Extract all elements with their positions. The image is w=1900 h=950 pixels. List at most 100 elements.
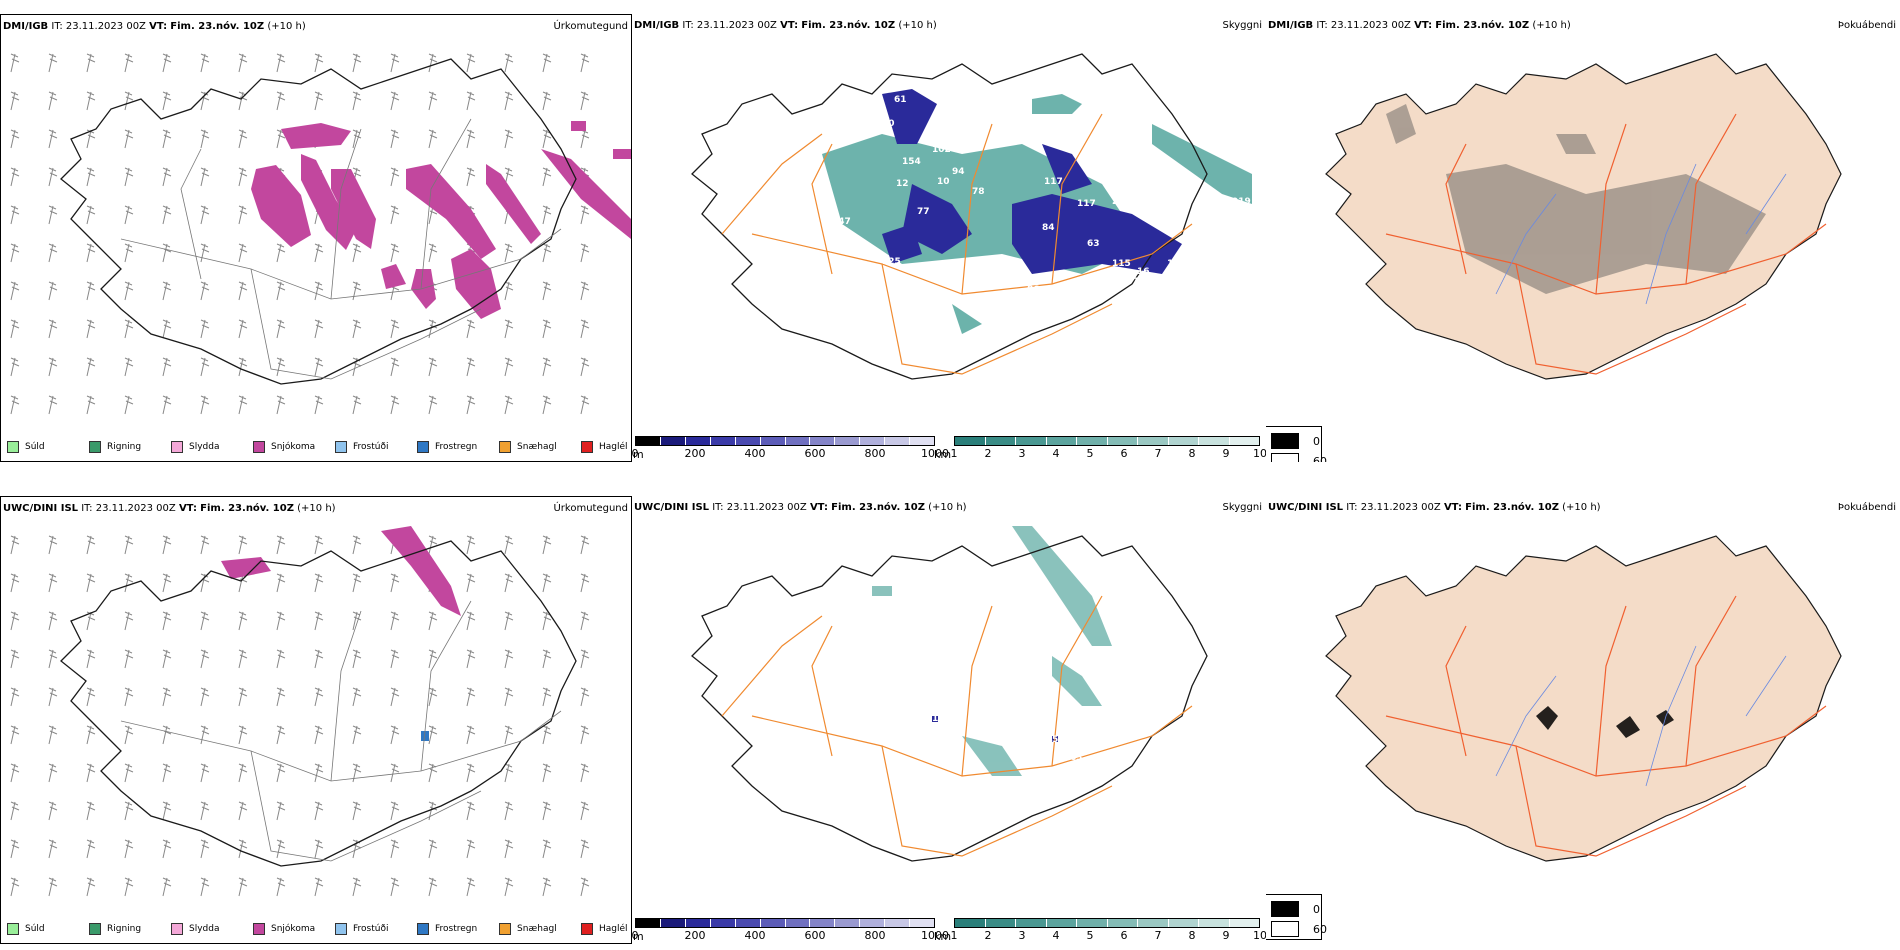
wind-barb bbox=[504, 319, 514, 339]
wind-barb bbox=[48, 801, 58, 821]
legend-swatch bbox=[335, 923, 347, 935]
wind-barb bbox=[542, 687, 552, 707]
wind-barb bbox=[352, 763, 362, 783]
wind-barb bbox=[466, 611, 476, 631]
wind-barb bbox=[200, 167, 210, 187]
wind-barb bbox=[428, 687, 438, 707]
wind-barb bbox=[162, 319, 172, 339]
cloud-panel-uwc: UWC/DINI ISL IT: 23.11.2023 00Z VT: Fim.… bbox=[632, 496, 1266, 944]
wind-barb bbox=[466, 395, 476, 415]
wind-barb bbox=[86, 877, 96, 897]
wind-barb bbox=[314, 839, 324, 859]
legend-item: Haglél bbox=[581, 923, 631, 935]
legend-item: Rigning bbox=[89, 923, 171, 935]
wind-barb bbox=[276, 281, 286, 301]
ceiling-label: 142 bbox=[892, 283, 911, 293]
wind-barb bbox=[466, 763, 476, 783]
wind-barb bbox=[428, 319, 438, 339]
rivers bbox=[1495, 163, 1787, 305]
wind-barb bbox=[48, 877, 58, 897]
wind-barb bbox=[314, 395, 324, 415]
wind-barb bbox=[428, 91, 438, 111]
wind-barb bbox=[580, 243, 590, 263]
wind-barb bbox=[276, 611, 286, 631]
wind-barb bbox=[542, 319, 552, 339]
wind-barb bbox=[390, 725, 400, 745]
wind-barb bbox=[124, 129, 134, 149]
colorbar-tick: 6 bbox=[1120, 447, 1128, 460]
wind-barb bbox=[390, 395, 400, 415]
wind-barb bbox=[542, 91, 552, 111]
iceland-land bbox=[1325, 535, 1842, 862]
fog-map bbox=[1325, 53, 1842, 380]
ceiling-label: 61 bbox=[894, 95, 907, 105]
wind-barb bbox=[200, 649, 210, 669]
wind-barb bbox=[10, 243, 20, 263]
legend-label: Snjókoma bbox=[271, 442, 316, 452]
wind-barb bbox=[428, 53, 438, 73]
ceiling-label: 63 bbox=[1070, 753, 1083, 763]
wind-barb bbox=[314, 319, 324, 339]
roads bbox=[120, 118, 562, 380]
wind-barb bbox=[504, 395, 514, 415]
legend-label: Frostúði bbox=[353, 442, 389, 452]
colorbar-cell bbox=[1138, 919, 1169, 927]
colorbar-cell bbox=[735, 919, 761, 927]
wind-barb bbox=[504, 129, 514, 149]
wind-barb bbox=[124, 319, 134, 339]
wind-barb bbox=[200, 129, 210, 149]
wind-barb bbox=[390, 167, 400, 187]
wind-barb bbox=[352, 129, 362, 149]
wind-barb bbox=[504, 243, 514, 263]
colorbar-tick: 8 bbox=[1188, 447, 1196, 460]
wind-barb bbox=[504, 91, 514, 111]
colorbar-cell bbox=[785, 919, 811, 927]
colorbar-tick: 10 bbox=[1253, 447, 1266, 460]
wind-barb bbox=[86, 725, 96, 745]
wind-barb bbox=[428, 649, 438, 669]
colorbar-cell bbox=[710, 437, 736, 445]
colorbar-tick: 8 bbox=[1188, 929, 1196, 942]
wind-barb bbox=[580, 53, 590, 73]
roads bbox=[721, 113, 1193, 375]
wind-barb bbox=[276, 801, 286, 821]
visibility-colorbar: 1 2 3 4 5 6 7 8 9 10 km bbox=[934, 436, 1266, 461]
colorbar-cell bbox=[636, 919, 661, 927]
wind-barb bbox=[200, 839, 210, 859]
wind-barb bbox=[390, 319, 400, 339]
ceiling-colorbar: 0 200 400 600 800 1000 m bbox=[632, 436, 949, 461]
wind-barb bbox=[10, 573, 20, 593]
wind-barb bbox=[390, 877, 400, 897]
colorbar-cell bbox=[760, 437, 786, 445]
legend-item: Frostregn bbox=[417, 923, 499, 935]
wind-barb bbox=[10, 129, 20, 149]
wind-barb bbox=[238, 725, 248, 745]
wind-barb bbox=[428, 725, 438, 745]
wind-barb bbox=[580, 573, 590, 593]
colorbar-tick: 4 bbox=[1052, 447, 1060, 460]
wind-barb bbox=[238, 839, 248, 859]
colorbar-tick: 1000 bbox=[921, 929, 949, 942]
wind-barb bbox=[48, 53, 58, 73]
wind-barb bbox=[86, 535, 96, 555]
legend-swatch bbox=[89, 441, 101, 453]
legend-swatch bbox=[335, 441, 347, 453]
wind-barb bbox=[428, 801, 438, 821]
wind-barb bbox=[238, 357, 248, 377]
wind-barb bbox=[86, 91, 96, 111]
wind-barb bbox=[200, 763, 210, 783]
wind-barb bbox=[352, 801, 362, 821]
colorbar-tick: 7 bbox=[1154, 929, 1162, 942]
wind-barb bbox=[10, 91, 20, 111]
legend-label: Frostúði bbox=[353, 924, 389, 934]
wind-barb bbox=[314, 53, 324, 73]
legend-label: Snæhagl bbox=[517, 924, 557, 934]
colorbar-cell bbox=[810, 919, 836, 927]
wind-barb bbox=[48, 319, 58, 339]
wind-barb bbox=[276, 395, 286, 415]
wind-barb bbox=[314, 611, 324, 631]
wind-barb bbox=[276, 839, 286, 859]
wind-barb bbox=[504, 573, 514, 593]
colorbar-cell bbox=[710, 919, 736, 927]
wind-barb bbox=[162, 839, 172, 859]
